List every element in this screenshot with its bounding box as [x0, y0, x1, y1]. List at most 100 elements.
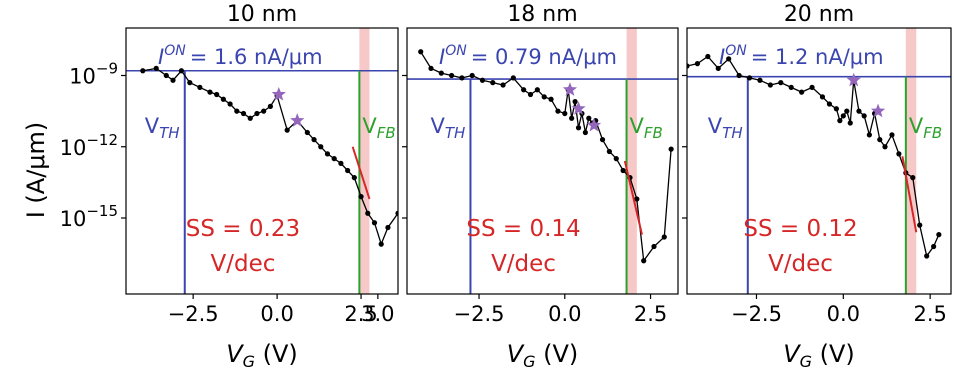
data-point [178, 68, 185, 74]
plot-area [126, 28, 398, 294]
data-point [809, 84, 815, 90]
data-point [687, 63, 690, 69]
x-tick-label: 0.0 [548, 302, 581, 326]
data-point [438, 70, 444, 76]
data-point [490, 80, 496, 86]
data-point [240, 110, 247, 117]
data-point [365, 210, 371, 216]
data-point [247, 115, 253, 121]
data-point [840, 113, 846, 119]
panel-title: 18 nm [507, 2, 577, 27]
vth-label: VTH [430, 114, 465, 142]
data-point [385, 224, 391, 231]
data-point [351, 175, 357, 181]
data-point [778, 80, 784, 86]
plot-frame [686, 27, 952, 295]
ss-fit-line [623, 160, 643, 235]
y-axis-label: I (A/μm) [22, 122, 50, 219]
data-point [856, 108, 862, 114]
data-point [844, 108, 850, 114]
star-marker [290, 113, 305, 127]
data-point [304, 129, 310, 136]
data-point [694, 61, 701, 67]
star-marker [571, 101, 586, 115]
ion-annotation: ION = 1.2 nA/μm [719, 43, 884, 69]
ss-unit-label: V/dec [491, 251, 556, 277]
data-point [153, 65, 159, 71]
data-point [826, 101, 833, 107]
ss-value-label: SS = 0.12 [743, 216, 857, 242]
data-point [459, 75, 465, 81]
x-tick-label: 2.5 [344, 302, 377, 326]
chart-panel: 18 nm −2.5 0.0 2.5 VG (V) ION = 0.79 nA/μm VTH V… [402, 2, 679, 371]
vfb-label: VFB [630, 114, 663, 142]
data-point [170, 77, 176, 83]
data-point [510, 75, 516, 81]
data-point [847, 120, 853, 126]
plot-area [687, 28, 951, 294]
x-tick-label: 0.0 [827, 302, 860, 326]
data-point [767, 82, 773, 88]
data-point [924, 253, 930, 259]
data-point [877, 137, 883, 143]
data-point [606, 148, 612, 155]
data-point [261, 108, 267, 114]
data-point [234, 108, 240, 114]
x-axis-label: VG (V) [507, 340, 579, 371]
data-point [448, 72, 455, 79]
vfb-band [359, 28, 370, 294]
star-marker [586, 117, 602, 132]
data-point [163, 72, 169, 79]
data-point [418, 49, 424, 55]
star-marker [870, 103, 886, 118]
data-point [757, 77, 763, 83]
data-point [371, 220, 378, 226]
data-point [534, 87, 540, 93]
data-point [705, 53, 711, 60]
ss-unit-label: V/dec [768, 251, 833, 277]
data-point [651, 243, 657, 250]
data-point [896, 151, 902, 157]
data-point [267, 103, 273, 109]
data-point [207, 89, 213, 95]
data-point [214, 91, 220, 98]
data-point [358, 194, 364, 200]
plot-frame [125, 27, 399, 295]
data-point [197, 84, 203, 90]
x-axis-label: VG (V) [783, 340, 855, 371]
y-tick-label: 10−15 [60, 202, 118, 231]
data-point [324, 151, 331, 157]
ss-fit-line [901, 156, 918, 233]
data-point [318, 144, 324, 150]
chart-panel: 10 nm −2.5 0.0 2.53.0 10−9 10−12 10−15 VG (V) IO… [60, 2, 399, 371]
data-point [479, 77, 486, 83]
data-point [736, 72, 742, 79]
data-point [620, 167, 626, 174]
vfb-band [905, 28, 917, 294]
ion-annotation: ION = 1.6 nA/μm [158, 43, 323, 69]
data-point [799, 89, 805, 95]
data-point [661, 234, 667, 240]
data-point [548, 96, 554, 102]
x-tick-label: −2.5 [454, 302, 505, 326]
panel-title: 20 nm [784, 2, 854, 27]
data-point [586, 115, 592, 121]
x-axis-label: VG (V) [226, 340, 298, 371]
data-point [582, 129, 588, 136]
data-point [726, 56, 732, 62]
data-point [220, 96, 226, 102]
data-point [936, 232, 942, 238]
data-point [562, 110, 568, 117]
y-tick-label: 10−9 [69, 60, 118, 89]
vfb-band [626, 28, 637, 294]
data-point [861, 113, 867, 119]
x-tick-label: 2.5 [913, 302, 946, 326]
data-point [254, 110, 260, 117]
star-marker [846, 72, 861, 87]
plot-area [407, 28, 678, 294]
ss-fit-line [351, 146, 371, 200]
data-point [634, 196, 640, 202]
vth-label: VTH [145, 114, 180, 142]
x-tick-label: −2.5 [168, 302, 219, 326]
